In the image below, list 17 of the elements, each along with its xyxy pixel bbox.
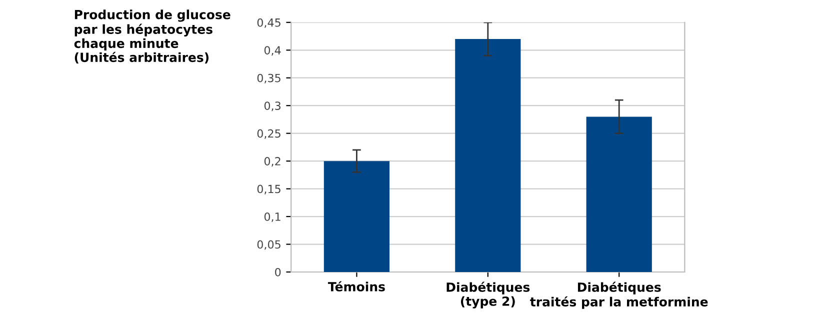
- bar: [586, 116, 652, 272]
- y-axis-title: Production de glucose par les hépatocytes chaque minute (Unités arbitraires): [74, 10, 230, 64]
- y-tick-label: 0,45: [257, 18, 280, 28]
- y-tick-label: 0,3: [264, 102, 280, 112]
- y-tick-label: 0,4: [264, 46, 281, 56]
- bar: [324, 161, 390, 272]
- x-tick-label: Diabétiques (type 2): [446, 282, 530, 308]
- y-tick-label: 0,2: [264, 157, 280, 167]
- x-tick-label: Témoins: [328, 281, 385, 292]
- y-tick-label: 0,15: [257, 184, 280, 194]
- y-tick-label: 0,35: [257, 74, 280, 84]
- bar: [455, 39, 521, 272]
- y-tick-label: 0,25: [257, 129, 280, 139]
- y-tick-label: 0: [275, 268, 281, 276]
- x-tick-label: Diabétiques traités par la metformine: [530, 282, 708, 309]
- y-tick-label: 0,05: [257, 240, 280, 250]
- y-tick-label: 0,1: [264, 212, 280, 222]
